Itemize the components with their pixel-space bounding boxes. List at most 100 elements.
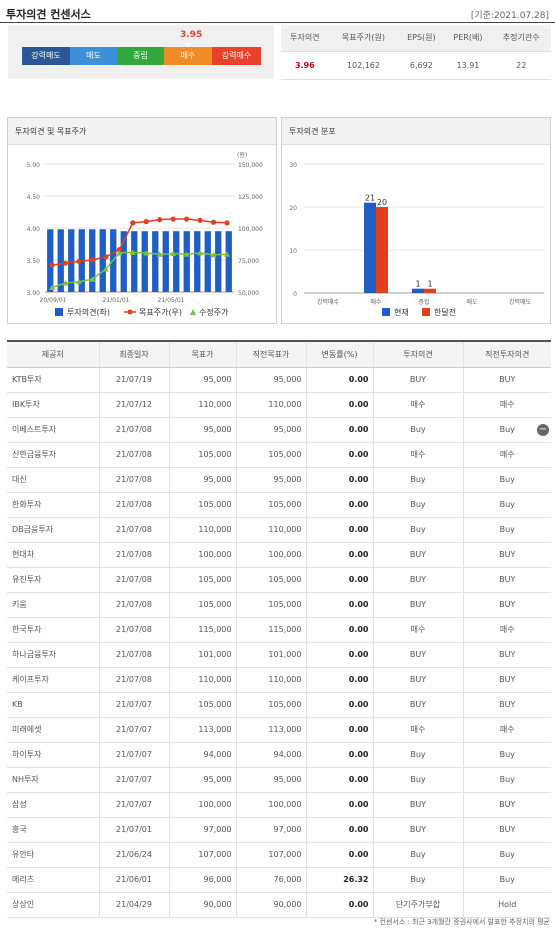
- target-price-point: [170, 216, 176, 222]
- column-header[interactable]: 직전투자의견: [462, 340, 551, 368]
- x-tick-label: 매도: [466, 298, 478, 306]
- table-cell: BUY: [462, 542, 551, 568]
- table-cell: 삼성: [7, 792, 99, 818]
- scale-strong-buy: 강력매수: [212, 47, 261, 65]
- collapse-minus-icon[interactable]: −: [537, 424, 549, 436]
- table-cell: 매수: [462, 717, 551, 743]
- adjusted-price-point: [156, 251, 163, 257]
- table-cell: 100,000: [235, 542, 306, 568]
- table-cell: 95,000: [235, 417, 306, 443]
- table-cell: 매수: [372, 717, 463, 743]
- bar-value-label: 1: [415, 280, 420, 289]
- y-tick-label: 30: [289, 162, 297, 169]
- legend-month-ago-swatch: [422, 308, 430, 316]
- table-cell: 105,000: [235, 492, 306, 518]
- table-cell: 0.00: [305, 767, 373, 793]
- table-cell: 107,000: [235, 842, 306, 868]
- y-left-tick-label: 4.50: [27, 194, 41, 201]
- page-title: 투자의견 컨센서스: [6, 8, 91, 21]
- table-cell: 0.00: [305, 717, 373, 743]
- column-header[interactable]: 목표가: [168, 340, 236, 368]
- table-cell: 매수: [462, 392, 551, 418]
- scale-buy: 매수: [164, 47, 212, 65]
- table-cell: 105,000: [235, 692, 306, 718]
- table-cell: BUY: [462, 367, 551, 393]
- table-cell: Buy: [372, 467, 463, 493]
- table-cell: Buy: [462, 492, 551, 518]
- table-cell: 21/06/01: [98, 867, 169, 893]
- column-header[interactable]: 직전목표가: [235, 340, 306, 368]
- y-left-tick-label: 3.50: [27, 258, 41, 265]
- table-cell: 대신: [7, 467, 99, 493]
- table-cell: 105,000: [235, 567, 306, 593]
- table-row: 유안타 21/06/24 107,000 107,000 0.00 Buy Buy: [7, 842, 551, 868]
- target-price-point: [157, 217, 163, 223]
- table-cell: 0.00: [305, 467, 373, 493]
- table-cell: 매수: [462, 617, 551, 643]
- y-right-tick-label: 50,000: [238, 290, 259, 297]
- column-header[interactable]: 투자의견: [372, 340, 463, 368]
- x-tick-label: 20/09/01: [40, 297, 67, 304]
- table-cell: 매수: [372, 442, 463, 468]
- adjusted-price-point: [89, 276, 96, 282]
- month-ago-bar: [376, 207, 388, 293]
- table-cell: 신한금융투자: [7, 442, 99, 468]
- summary-header-cell: EPS(원): [398, 25, 445, 52]
- table-row: 대신 21/07/08 95,000 95,000 0.00 Buy Buy: [7, 467, 551, 493]
- panel-header: [8, 118, 276, 145]
- table-cell: 105,000: [168, 442, 236, 468]
- table-cell: 유진투자: [7, 567, 99, 593]
- column-header[interactable]: 최종일자: [98, 340, 169, 368]
- table-cell: 키움: [7, 592, 99, 618]
- opinion-distribution-chart-panel: 투자의견 분포 30 20 10 0 강력매수 매수 21 20 중립 1 1 매도 강력매도 현재 한달전: [281, 117, 551, 324]
- target-price-point: [116, 247, 122, 253]
- table-cell: 115,000: [168, 617, 236, 643]
- opinion-bar: [204, 231, 211, 292]
- summary-value-cell: 13.91: [444, 51, 492, 80]
- opinion-bar: [152, 231, 159, 292]
- adjusted-price-point: [62, 280, 69, 286]
- table-cell: 한국투자: [7, 617, 99, 643]
- table-cell: BUY: [462, 792, 551, 818]
- table-cell: BUY: [462, 642, 551, 668]
- table-cell: 105,000: [168, 692, 236, 718]
- adjusted-price-point: [129, 249, 136, 255]
- opinion-bar: [141, 231, 148, 292]
- table-cell: 21/07/08: [98, 542, 169, 568]
- table-cell: NH투자: [7, 767, 99, 793]
- table-cell: Buy: [372, 867, 463, 893]
- column-header[interactable]: 변동률(%): [305, 340, 373, 368]
- table-cell: 21/07/08: [98, 492, 169, 518]
- table-cell: 105,000: [235, 592, 306, 618]
- table-cell: 0.00: [305, 567, 373, 593]
- table-cell: IBK투자: [7, 392, 99, 418]
- column-header[interactable]: 제공처: [7, 340, 99, 368]
- table-row: 미래에셋 21/07/07 113,000 113,000 0.00 매수 매수: [7, 717, 551, 743]
- table-cell: 113,000: [235, 717, 306, 743]
- table-cell: 107,000: [168, 842, 236, 868]
- table-cell: 21/07/08: [98, 667, 169, 693]
- table-cell: 105,000: [168, 567, 236, 593]
- table-cell: BUY: [372, 367, 463, 393]
- table-cell: 90,000: [235, 892, 306, 918]
- table-row: 삼성 21/07/07 100,000 100,000 0.00 BUY BUY: [7, 792, 551, 818]
- table-cell: Buy: [372, 742, 463, 768]
- table-cell: 110,000: [168, 517, 236, 543]
- target-price-point: [62, 260, 69, 266]
- x-tick-label: 강력매수: [317, 298, 340, 306]
- table-cell: 110,000: [235, 392, 306, 418]
- table-cell: 21/07/07: [98, 692, 169, 718]
- table-cell: Buy: [372, 767, 463, 793]
- summary-header-cell: 투자의견: [281, 25, 329, 52]
- x-tick-label: 강력매도: [509, 298, 532, 306]
- scale-strong-sell: 강력매도: [22, 47, 70, 65]
- adjusted-price-point: [49, 284, 55, 291]
- table-cell: 76,000: [235, 867, 306, 893]
- table-cell: BUY: [372, 542, 463, 568]
- table-cell: 96,000: [168, 867, 236, 893]
- table-row: 신한금융투자 21/07/08 105,000 105,000 0.00 매수 매수: [7, 442, 551, 468]
- x-tick-label: 21/01/01: [103, 297, 130, 304]
- table-cell: 95,000: [168, 367, 236, 393]
- target-price-point: [76, 258, 82, 264]
- adjusted-price-point: [170, 250, 177, 257]
